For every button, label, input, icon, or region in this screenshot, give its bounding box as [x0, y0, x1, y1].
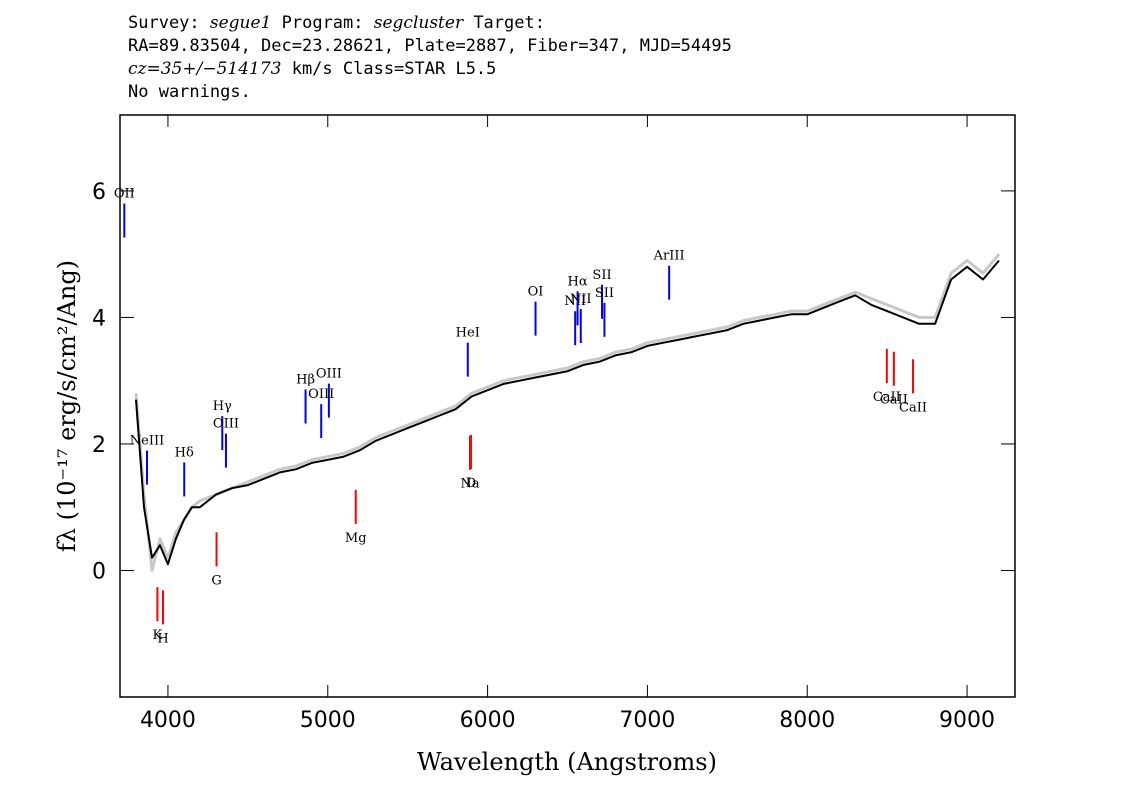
survey-label: Survey: — [128, 13, 210, 33]
x-tick-label: 4000 — [140, 708, 196, 733]
y-tick-label: 0 — [92, 559, 106, 584]
spectrum-header: Survey: segue1 Program: segcluster Targe… — [128, 12, 732, 104]
spectral-lines-layer: OIINeIIIHδHγOIIIHβOIIIOIIIHeIOINIIHαNIIS… — [114, 187, 927, 647]
emission-line-label: OIII — [213, 417, 239, 432]
x-axis-label: Wavelength (Angstroms) — [417, 748, 717, 776]
series-layer — [134, 253, 1001, 572]
header-line-3: cz=35+/−514173 km/s Class=STAR L5.5 — [128, 58, 732, 81]
y-tick-label: 4 — [92, 306, 106, 331]
absorption-line-label: CaII — [880, 393, 908, 408]
plot-frame — [119, 114, 1016, 698]
emission-line-label: OIII — [316, 367, 342, 382]
program-label: Program: — [271, 13, 374, 33]
x-tick-label: 8000 — [779, 708, 835, 733]
absorption-line-label: Mg — [345, 531, 367, 546]
emission-line-label: SII — [592, 268, 611, 283]
emission-line-label: NII — [570, 292, 592, 307]
emission-line-label: NeIII — [130, 434, 164, 449]
absorption-line-label: H — [157, 631, 168, 646]
x-tick-label: 9000 — [939, 708, 995, 733]
emission-line-label: HeI — [456, 326, 480, 341]
y-tick-label: 6 — [92, 180, 106, 205]
flux-spectrum-line — [135, 259, 1000, 566]
emission-line-label: NII — [564, 294, 586, 309]
x-tick-label: 7000 — [619, 708, 675, 733]
x-tick-label: 6000 — [460, 708, 516, 733]
survey-value: segue1 — [209, 13, 272, 33]
absorption-line-label: Na — [460, 477, 479, 492]
absorption-line-label: G — [211, 573, 221, 588]
header-line-4: No warnings. — [128, 82, 251, 102]
y-axis-label: fλ (10⁻¹⁷ erg/s/cm²/Ang) — [53, 260, 81, 552]
target-label: Target: — [463, 13, 545, 33]
absorption-line-label: D — [466, 476, 476, 491]
header-line-2: RA=89.83504, Dec=23.28621, Plate=2887, F… — [128, 36, 732, 56]
emission-line-label: Hγ — [213, 399, 232, 414]
emission-line-label: Hβ — [296, 372, 315, 387]
class-text: km/s Class=STAR L5.5 — [281, 59, 497, 79]
y-tick-label: 2 — [92, 433, 106, 458]
program-value: segcluster — [373, 13, 464, 33]
emission-line-label: Hα — [568, 274, 588, 289]
header-line-1: Survey: segue1 Program: segcluster Targe… — [128, 12, 732, 35]
emission-line-label: ArIII — [653, 249, 685, 264]
emission-line-label: OI — [528, 285, 544, 300]
emission-line-label: OII — [114, 187, 135, 202]
absorption-line-label: K — [153, 628, 163, 643]
absorption-line-label: CaII — [899, 400, 927, 415]
emission-line-label: SII — [595, 286, 614, 301]
x-tick-label: 5000 — [300, 708, 356, 733]
emission-line-label: OIII — [308, 387, 334, 402]
axes-layer: 4000 5000 6000 7000 8000 9000 0 2 4 6 — [92, 115, 1015, 733]
redshift-value: cz=35+/−514173 — [128, 59, 282, 79]
absorption-line-label: CaII — [873, 390, 901, 405]
emission-line-label: Hδ — [175, 445, 194, 460]
